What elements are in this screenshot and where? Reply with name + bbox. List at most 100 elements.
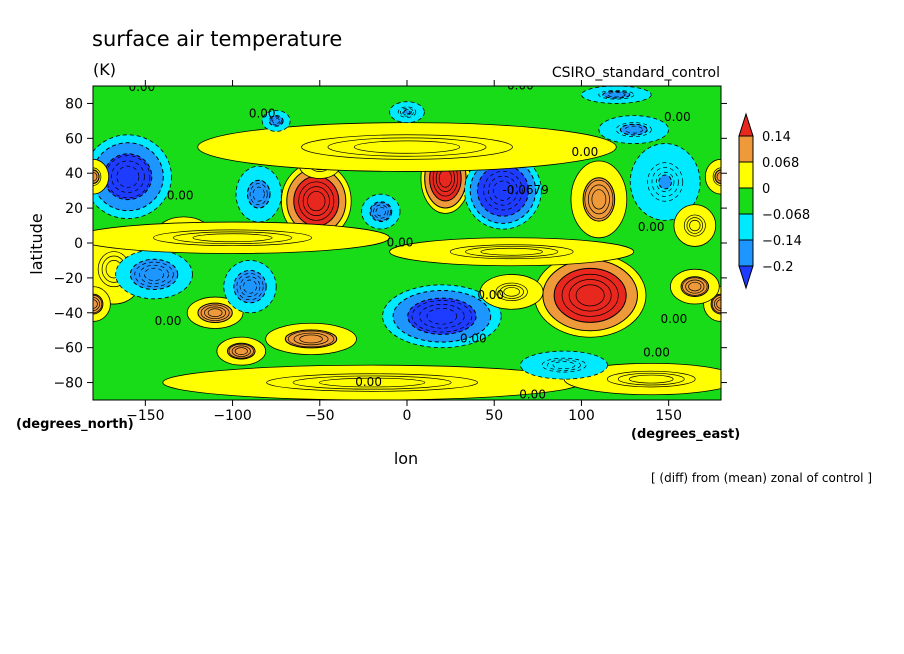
x-tick-label: 100 [568,408,595,424]
colorbar-band [738,239,754,267]
colorbar-label: 0.068 [762,156,799,171]
y-tick-label: 60 [65,131,83,147]
plot-area: 0.00 0.00 0.00 0.00 0.00 -0.0679 0.00 0.00 0.00 0… [92,85,722,401]
contour-line [134,261,174,288]
y-tick-label: −80 [53,376,83,392]
contour-line [402,109,412,116]
contour-label: 0.00 [249,106,276,120]
contour-line [483,171,523,211]
contour-line [298,181,335,221]
temperature-field [93,86,721,400]
contour-line [239,276,261,297]
contour-line [606,370,696,388]
contour-line [353,140,461,154]
contour-line [492,180,513,201]
field-feature [93,286,111,322]
contour-band [197,302,233,323]
contour-line [602,91,630,99]
x-tick-label: −100 [213,408,251,424]
contour-line [172,231,293,245]
y-units-label: (degrees_north) [16,417,134,432]
contour-line [139,264,169,284]
colorbar-arrow-bottom [738,265,754,290]
dataset-label: CSIRO_standard_control [552,65,720,81]
field-feature [629,143,701,221]
contour-band [369,201,393,223]
field-feature [673,204,717,247]
contour-line [656,171,675,192]
contour-line [307,191,326,212]
contour-line [397,106,417,118]
contour-band [479,274,544,310]
contour-band [293,175,340,227]
contour-line [375,206,386,217]
y-tick-label: −60 [53,341,83,357]
y-axis-title: latitude [27,213,46,274]
contour-line [373,204,389,219]
x-tick-label: 50 [485,408,503,424]
contour-label: 0.00 [167,188,194,202]
contour-line [419,304,465,329]
field-feature [216,336,267,366]
contour-band [226,342,256,360]
contour-line [231,345,251,357]
contour-line [144,267,165,281]
contour-line [192,233,273,243]
field-feature [464,151,542,230]
colorbar: 0.14 0.068 0 −0.068 −0.14 −0.2 [738,112,810,290]
contour-line [683,214,706,237]
field-feature [479,274,544,310]
field-feature [93,134,172,219]
contour-line [449,244,574,260]
contour-line [426,308,458,325]
field-feature [533,253,647,338]
colorbar-label: −0.068 [762,208,810,223]
contour-line [105,155,151,199]
contour-line [302,186,330,216]
contour-line [682,277,708,296]
contour-line [686,217,704,234]
field-feature [704,158,721,195]
contour-label: -0.0679 [502,183,548,197]
contour-label: 0.00 [387,236,414,250]
contour-line [587,184,610,215]
footnote: [ (diff) from (mean) zonal of control ] [651,471,872,485]
contour-line [568,279,612,312]
y-tick-label: 80 [65,96,83,112]
contour-label: 0.00 [519,387,546,401]
contour-band [680,276,710,298]
field-feature [520,350,609,380]
contour-label: 0.00 [572,145,599,159]
contour-line [292,375,452,390]
contour-line [647,162,684,202]
contour-line [689,219,701,232]
contour-labels: 0.00 0.00 0.00 0.00 0.00 -0.0679 0.00 0.00 0.00 0… [128,86,690,401]
contour-line [301,134,513,160]
units-label: (K) [93,60,116,79]
contour-line [714,297,721,312]
contour-line [547,359,581,371]
contour-line [711,294,721,314]
contour-line [624,125,643,134]
contour-band [129,258,179,290]
x-tick-label: 150 [655,408,682,424]
contour-line [153,229,313,247]
contour-line [620,123,648,136]
contour-line [552,361,576,369]
field-feature [670,268,720,305]
contour-line [685,279,705,294]
contour-line [411,300,473,333]
field-feature [361,193,401,230]
field-feature [389,237,635,267]
contour-line [93,167,102,186]
field-feature [197,122,617,172]
contour-label: 0.00 [643,345,670,359]
colorbar-label: −0.2 [762,260,794,275]
contour-line [116,165,140,188]
chart-title: surface air temperature [92,27,342,51]
contour-line [318,377,426,388]
contour-line [488,175,518,206]
contour-line [480,247,543,256]
contour-band [553,267,627,323]
